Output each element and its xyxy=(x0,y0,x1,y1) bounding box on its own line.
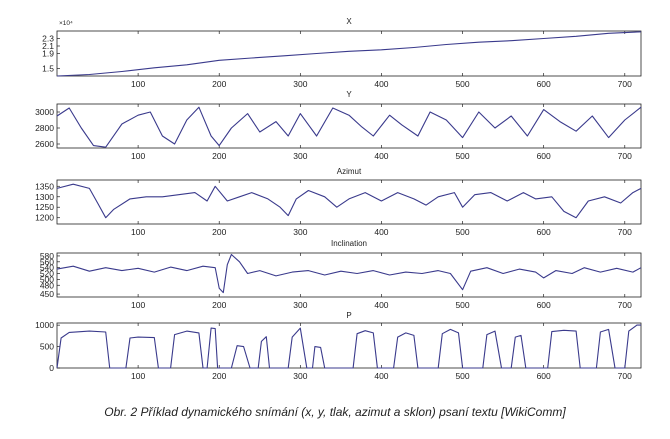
x-tick-label: 700 xyxy=(618,371,632,381)
plot-frame-2 xyxy=(56,103,642,149)
x-tick-label: 300 xyxy=(293,371,307,381)
x-tick-label: 100 xyxy=(131,79,145,89)
series-line-y xyxy=(56,106,642,148)
plot-frame-3 xyxy=(56,179,642,225)
y-tick-label: 2.1 xyxy=(42,41,54,51)
plot-title-1: X xyxy=(346,17,352,26)
series-line-x xyxy=(56,31,642,77)
x-tick-label: 700 xyxy=(618,79,632,89)
x-tick-label: 700 xyxy=(618,151,632,161)
plot-title-4: Inclination xyxy=(331,239,367,248)
x-tick-label: 500 xyxy=(455,151,469,161)
x-tick-label: 300 xyxy=(293,79,307,89)
x-tick-label: 200 xyxy=(212,371,226,381)
y-tick-label: 1250 xyxy=(35,202,54,212)
y-tick-label: 1200 xyxy=(35,213,54,223)
y-tick-label: 2600 xyxy=(35,139,54,149)
x-tick-label: 600 xyxy=(537,227,551,237)
x-tick-label: 100 xyxy=(131,227,145,237)
y-tick-label: 480 xyxy=(40,280,54,290)
y-tick-label: 2.3 xyxy=(42,34,54,44)
x-tick-label: 400 xyxy=(374,227,388,237)
y-tick-label: 0 xyxy=(49,363,54,373)
x-tick-label: 200 xyxy=(212,151,226,161)
y-tick-label: 450 xyxy=(40,289,54,299)
y-tick-label: 540 xyxy=(40,263,54,273)
x-tick-label: 400 xyxy=(374,79,388,89)
y-exponent-label: ×10⁴ xyxy=(59,20,73,27)
x-tick-label: 500 xyxy=(455,79,469,89)
y-tick-label: 3000 xyxy=(35,107,54,117)
x-tick-label: 300 xyxy=(293,227,307,237)
x-tick-label: 600 xyxy=(537,371,551,381)
x-tick-label: 200 xyxy=(212,227,226,237)
x-tick-label: 100 xyxy=(131,151,145,161)
x-tick-label: 700 xyxy=(618,227,632,237)
y-tick-label: 560 xyxy=(40,257,54,267)
plot-title-5: P xyxy=(346,311,351,320)
x-tick-label: 400 xyxy=(374,151,388,161)
x-tick-label: 600 xyxy=(537,300,551,310)
y-tick-label: 1300 xyxy=(35,192,54,202)
x-tick-label: 200 xyxy=(212,79,226,89)
y-tick-label: 580 xyxy=(40,251,54,261)
y-tick-label: 500 xyxy=(40,274,54,284)
x-tick-label: 100 xyxy=(131,300,145,310)
series-line-p xyxy=(56,324,641,369)
y-tick-label: 520 xyxy=(40,269,54,279)
x-tick-label: 600 xyxy=(537,79,551,89)
plot-frame-5 xyxy=(56,322,642,369)
plot-frame-4 xyxy=(56,252,642,298)
x-tick-label: 700 xyxy=(618,300,632,310)
x-tick-label: 500 xyxy=(455,227,469,237)
y-tick-label: 1.9 xyxy=(42,49,54,59)
series-line-inclination xyxy=(56,253,642,294)
figure-caption: Obr. 2 Příklad dynamického snímání (x, y… xyxy=(104,405,566,419)
x-tick-label: 100 xyxy=(131,371,145,381)
x-tick-label: 400 xyxy=(374,300,388,310)
series-line-azimut xyxy=(56,183,642,219)
y-tick-label: 1000 xyxy=(35,320,54,330)
x-tick-label: 200 xyxy=(212,300,226,310)
x-tick-label: 600 xyxy=(537,151,551,161)
y-tick-label: 1350 xyxy=(35,181,54,191)
x-tick-label: 400 xyxy=(374,371,388,381)
x-tick-label: 500 xyxy=(455,300,469,310)
x-tick-label: 500 xyxy=(455,371,469,381)
x-tick-label: 300 xyxy=(293,151,307,161)
y-tick-label: 2800 xyxy=(35,123,54,133)
plot-title-2: Y xyxy=(346,90,352,99)
y-tick-label: 1.5 xyxy=(42,64,54,74)
x-tick-label: 300 xyxy=(293,300,307,310)
plot-title-3: Azimut xyxy=(337,167,362,176)
y-tick-label: 500 xyxy=(40,342,54,352)
